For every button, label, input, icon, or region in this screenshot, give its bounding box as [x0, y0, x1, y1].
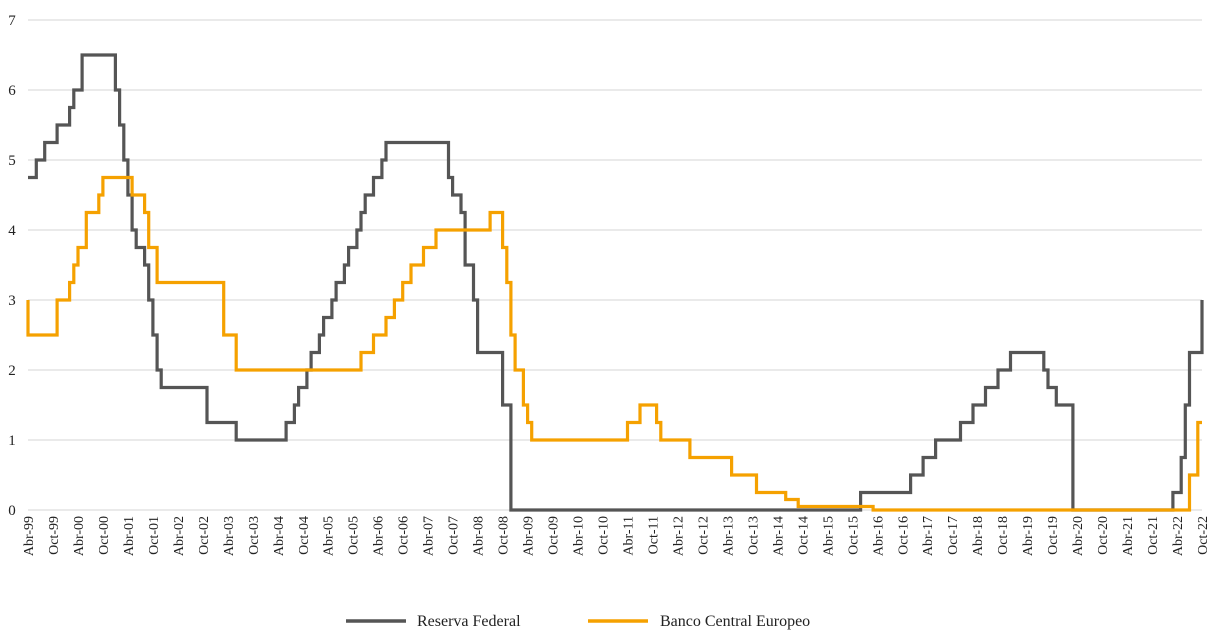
y-tick-label: 1 [8, 433, 16, 449]
x-tick-label: Oct-03 [247, 516, 262, 555]
x-tick-label: Oct-20 [1096, 516, 1111, 555]
x-tick-label: Abr-07 [422, 516, 437, 556]
x-tick-label: Abr-15 [821, 516, 836, 556]
x-tick-label: Abr-13 [721, 516, 736, 556]
y-tick-label: 3 [8, 293, 16, 309]
x-tick-label: Abr-20 [1071, 516, 1086, 556]
x-tick-label: Oct-06 [397, 516, 412, 555]
legend-label: Reserva Federal [417, 613, 521, 630]
x-tick-label: Oct-13 [746, 516, 761, 555]
x-tick-label: Oct-21 [1146, 516, 1161, 555]
x-tick-label: Abr-16 [871, 516, 886, 556]
x-tick-label: Oct-08 [497, 516, 512, 555]
y-tick-label: 7 [8, 13, 16, 29]
grid [28, 19, 1202, 511]
x-tick-label: Oct-02 [197, 516, 212, 555]
x-tick-label: Oct-00 [97, 516, 112, 555]
x-tick-label: Oct-18 [996, 516, 1011, 555]
y-tick-label: 6 [8, 83, 16, 99]
x-tick-label: Oct-01 [147, 516, 162, 555]
x-tick-label: Oct-22 [1196, 516, 1210, 555]
x-tick-label: Oct-19 [1046, 516, 1061, 555]
legend: Reserva Federal Banco Central Europeo [346, 613, 810, 630]
x-tick-label: Oct-05 [347, 516, 362, 555]
x-tick-label: Abr-03 [222, 516, 237, 556]
y-tick-label: 0 [8, 503, 16, 519]
x-tick-label: Oct-99 [47, 516, 62, 555]
x-tick-label: Abr-18 [971, 516, 986, 556]
y-tick-label: 2 [8, 363, 16, 379]
y-tick-label: 4 [8, 223, 16, 239]
x-tick-label: Abr-21 [1121, 516, 1136, 556]
legend-label: Banco Central Europeo [660, 613, 810, 630]
x-tick-label: Oct-10 [597, 516, 612, 555]
x-tick-label: Abr-06 [372, 516, 387, 556]
x-tick-label: Abr-04 [272, 516, 287, 556]
x-tick-label: Oct-11 [647, 516, 662, 554]
x-tick-label: Oct-17 [946, 516, 961, 555]
x-tick-label: Abr-10 [572, 516, 587, 556]
x-tick-label: Abr-11 [622, 516, 637, 556]
x-tick-label: Abr-02 [172, 516, 187, 556]
x-tick-label: Abr-01 [122, 516, 137, 556]
x-tick-label: Oct-16 [896, 516, 911, 555]
series-lines [26, 53, 1204, 512]
x-tick-label: Oct-07 [447, 516, 462, 555]
x-tick-label: Oct-09 [547, 516, 562, 555]
x-tick-label: Abr-19 [1021, 516, 1036, 556]
x-tick-label: Abr-08 [472, 516, 487, 556]
x-tick-label: Oct-12 [696, 516, 711, 555]
x-axis-ticks: Abr-99 Oct-99 Abr-00 Oct-00 Abr-01 Oct-01 Abr-… [22, 516, 1210, 556]
y-tick-label: 5 [8, 153, 16, 169]
x-tick-label: Abr-22 [1171, 516, 1186, 556]
x-tick-label: Abr-12 [671, 516, 686, 556]
x-tick-label: Abr-99 [22, 516, 37, 556]
x-tick-label: Oct-04 [297, 516, 312, 555]
x-tick-label: Oct-14 [796, 516, 811, 555]
y-axis-ticks: 0 1 2 3 4 5 6 7 [8, 13, 16, 519]
x-tick-label: Abr-09 [522, 516, 537, 556]
x-tick-label: Oct-15 [846, 516, 861, 555]
x-tick-label: Abr-00 [72, 516, 87, 556]
x-tick-label: Abr-17 [921, 516, 936, 556]
x-tick-label: Abr-14 [771, 516, 786, 556]
series-line-banco-central-europeo [26, 175, 1202, 512]
x-tick-label: Abr-05 [322, 516, 337, 556]
